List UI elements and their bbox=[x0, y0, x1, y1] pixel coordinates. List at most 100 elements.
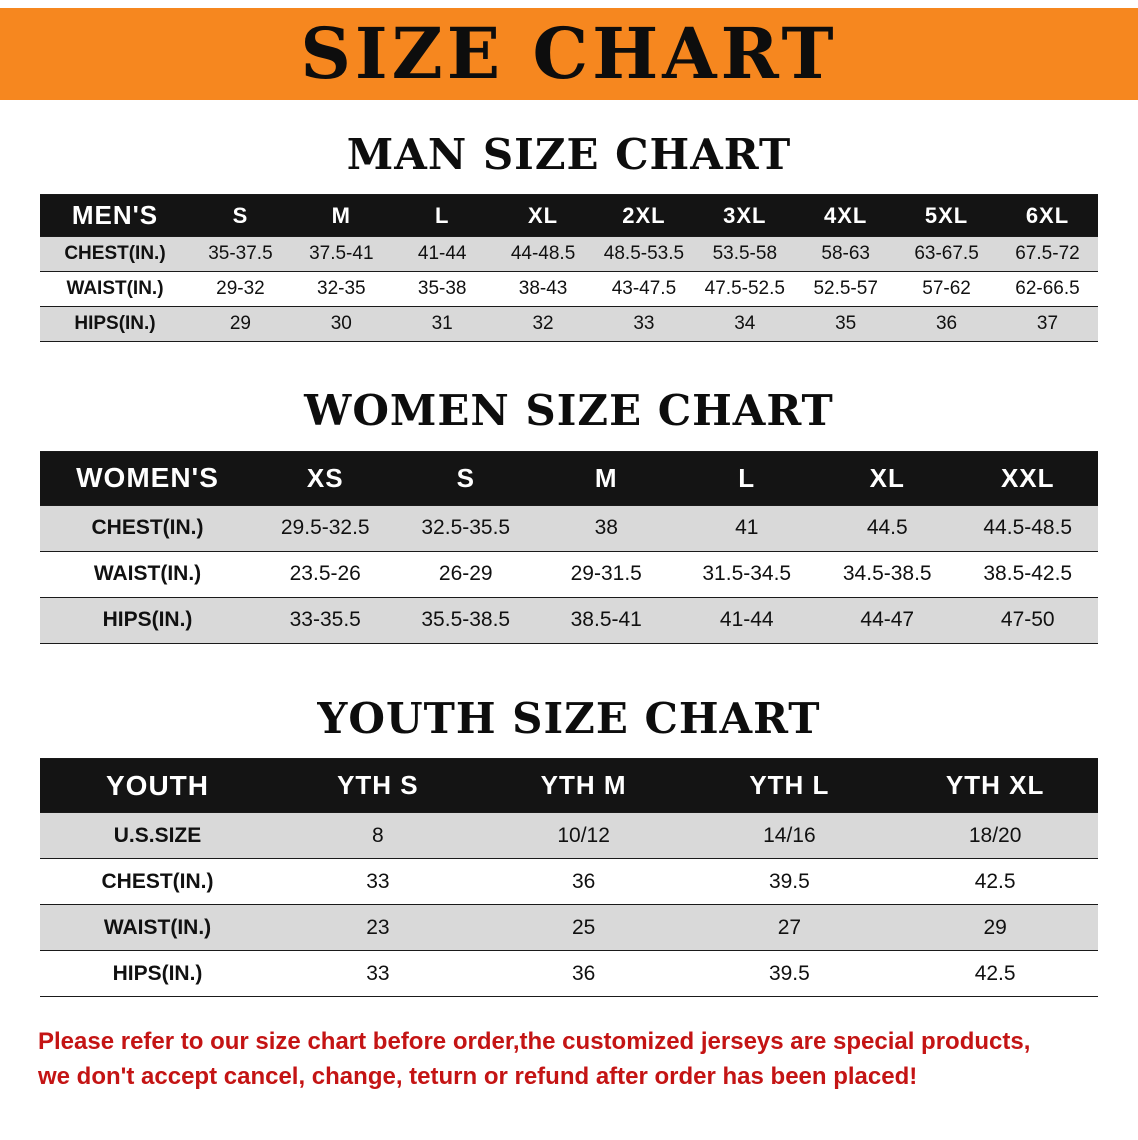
youth-chest-row: CHEST(IN.) 33 36 39.5 42.5 bbox=[40, 858, 1098, 906]
size-value-cell: 29.5-32.5 bbox=[255, 504, 396, 552]
size-value-cell: 31.5-34.5 bbox=[676, 550, 817, 598]
women-header-row: WOMEN'S XS S M L XL XXL bbox=[40, 450, 1098, 506]
size-value-cell: 35-38 bbox=[391, 271, 493, 308]
size-column-header: S bbox=[190, 194, 291, 238]
row-label: WAIST(IN.) bbox=[40, 550, 255, 598]
size-value-cell: 38 bbox=[536, 504, 677, 552]
size-value-cell: 47.5-52.5 bbox=[694, 271, 796, 308]
men-table-body: CHEST(IN.) 35-37.5 37.5-41 41-44 44-48.5… bbox=[40, 236, 1098, 343]
youth-table-header: YOUTH YTH S YTH M YTH L YTH XL bbox=[40, 758, 1098, 814]
size-value-cell: 33 bbox=[275, 950, 481, 998]
youth-section: YOUTH SIZE CHART YOUTH YTH S YTH M YTH L… bbox=[0, 694, 1138, 998]
women-section: WOMEN SIZE CHART WOMEN'S XS S M L XL XXL… bbox=[0, 386, 1138, 644]
size-value-cell: 62-66.5 bbox=[997, 271, 1098, 308]
size-value-cell: 67.5-72 bbox=[997, 236, 1098, 273]
row-label: WAIST(IN.) bbox=[40, 271, 190, 308]
size-value-cell: 32.5-35.5 bbox=[395, 504, 536, 552]
youth-header-row: YOUTH YTH S YTH M YTH L YTH XL bbox=[40, 758, 1098, 814]
size-value-cell: 41-44 bbox=[391, 236, 493, 273]
size-column-header: YTH XL bbox=[892, 758, 1098, 814]
size-value-cell: 52.5-57 bbox=[795, 271, 897, 308]
size-value-cell: 37.5-41 bbox=[290, 236, 392, 273]
men-header-row: MEN'S S M L XL 2XL 3XL 4XL 5XL 6XL bbox=[40, 194, 1098, 238]
size-column-header: L bbox=[391, 194, 493, 238]
row-label: CHEST(IN.) bbox=[40, 858, 275, 906]
size-value-cell: 36 bbox=[896, 306, 997, 343]
size-value-cell: 32 bbox=[492, 306, 594, 343]
row-label: CHEST(IN.) bbox=[40, 236, 190, 273]
row-label: WAIST(IN.) bbox=[40, 904, 275, 952]
row-label: CHEST(IN.) bbox=[40, 504, 255, 552]
size-value-cell: 29 bbox=[892, 904, 1098, 952]
men-section: MAN SIZE CHART MEN'S S M L XL 2XL 3XL 4X… bbox=[0, 130, 1138, 343]
men-hips-row: HIPS(IN.) 29 30 31 32 33 34 35 36 37 bbox=[40, 306, 1098, 343]
banner-title: SIZE CHART bbox=[300, 12, 838, 95]
size-column-header: XS bbox=[255, 450, 396, 506]
size-value-cell: 44.5 bbox=[817, 504, 958, 552]
size-chart-page: SIZE CHART MAN SIZE CHART MEN'S S M L XL… bbox=[0, 8, 1138, 1140]
size-value-cell: 44-48.5 bbox=[492, 236, 594, 273]
size-value-cell: 36 bbox=[480, 858, 687, 906]
size-value-cell: 53.5-58 bbox=[694, 236, 796, 273]
size-value-cell: 36 bbox=[480, 950, 687, 998]
size-value-cell: 34 bbox=[694, 306, 796, 343]
size-chart-banner: SIZE CHART bbox=[0, 8, 1138, 100]
size-value-cell: 44.5-48.5 bbox=[957, 504, 1098, 552]
size-column-header: 6XL bbox=[997, 194, 1098, 238]
size-column-header: L bbox=[676, 450, 817, 506]
size-value-cell: 35-37.5 bbox=[190, 236, 291, 273]
size-value-cell: 18/20 bbox=[892, 812, 1098, 860]
women-section-heading: WOMEN SIZE CHART bbox=[304, 386, 834, 436]
size-value-cell: 38.5-41 bbox=[536, 596, 677, 644]
men-waist-row: WAIST(IN.) 29-32 32-35 35-38 38-43 43-47… bbox=[40, 271, 1098, 308]
men-table-header: MEN'S S M L XL 2XL 3XL 4XL 5XL 6XL bbox=[40, 194, 1098, 238]
size-value-cell: 43-47.5 bbox=[593, 271, 695, 308]
size-value-cell: 29-31.5 bbox=[536, 550, 677, 598]
size-value-cell: 38-43 bbox=[492, 271, 594, 308]
size-column-header: XL bbox=[492, 194, 594, 238]
size-value-cell: 8 bbox=[275, 812, 481, 860]
size-value-cell: 63-67.5 bbox=[896, 236, 997, 273]
men-size-table: MEN'S S M L XL 2XL 3XL 4XL 5XL 6XL CHEST… bbox=[40, 194, 1098, 343]
size-value-cell: 42.5 bbox=[892, 950, 1098, 998]
row-label: HIPS(IN.) bbox=[40, 596, 255, 644]
women-table-header: WOMEN'S XS S M L XL XXL bbox=[40, 450, 1098, 506]
size-column-header: XXL bbox=[957, 450, 1098, 506]
size-column-header: 4XL bbox=[795, 194, 897, 238]
note-line-1: Please refer to our size chart before or… bbox=[38, 1028, 1031, 1056]
size-value-cell: 41 bbox=[676, 504, 817, 552]
size-value-cell: 47-50 bbox=[957, 596, 1098, 644]
size-column-header: M bbox=[536, 450, 677, 506]
size-value-cell: 32-35 bbox=[290, 271, 392, 308]
size-column-header: YTH M bbox=[480, 758, 687, 814]
size-column-header: 2XL bbox=[593, 194, 695, 238]
size-value-cell: 23 bbox=[275, 904, 481, 952]
men-chest-row: CHEST(IN.) 35-37.5 37.5-41 41-44 44-48.5… bbox=[40, 236, 1098, 273]
size-column-header: 5XL bbox=[896, 194, 997, 238]
size-value-cell: 27 bbox=[686, 904, 893, 952]
women-size-table: WOMEN'S XS S M L XL XXL CHEST(IN.) 29.5-… bbox=[40, 450, 1098, 644]
size-value-cell: 57-62 bbox=[896, 271, 997, 308]
size-value-cell: 10/12 bbox=[480, 812, 687, 860]
men-table-title-cell: MEN'S bbox=[40, 194, 190, 238]
women-table-title-cell: WOMEN'S bbox=[40, 450, 255, 506]
size-value-cell: 39.5 bbox=[686, 950, 893, 998]
size-value-cell: 33-35.5 bbox=[255, 596, 396, 644]
youth-size-table: YOUTH YTH S YTH M YTH L YTH XL U.S.SIZE … bbox=[40, 758, 1098, 998]
footer-note: Please refer to our size chart before or… bbox=[38, 1025, 1138, 1095]
women-hips-row: HIPS(IN.) 33-35.5 35.5-38.5 38.5-41 41-4… bbox=[40, 596, 1098, 644]
size-value-cell: 23.5-26 bbox=[255, 550, 396, 598]
youth-ussize-row: U.S.SIZE 8 10/12 14/16 18/20 bbox=[40, 812, 1098, 860]
size-value-cell: 35 bbox=[795, 306, 897, 343]
size-value-cell: 58-63 bbox=[795, 236, 897, 273]
size-value-cell: 30 bbox=[290, 306, 392, 343]
size-column-header: YTH L bbox=[686, 758, 893, 814]
size-value-cell: 41-44 bbox=[676, 596, 817, 644]
size-column-header: YTH S bbox=[275, 758, 481, 814]
row-label: HIPS(IN.) bbox=[40, 950, 275, 998]
size-value-cell: 37 bbox=[997, 306, 1098, 343]
size-column-header: XL bbox=[817, 450, 958, 506]
size-value-cell: 26-29 bbox=[395, 550, 536, 598]
youth-table-body: U.S.SIZE 8 10/12 14/16 18/20 CHEST(IN.) … bbox=[40, 812, 1098, 998]
size-value-cell: 48.5-53.5 bbox=[593, 236, 695, 273]
